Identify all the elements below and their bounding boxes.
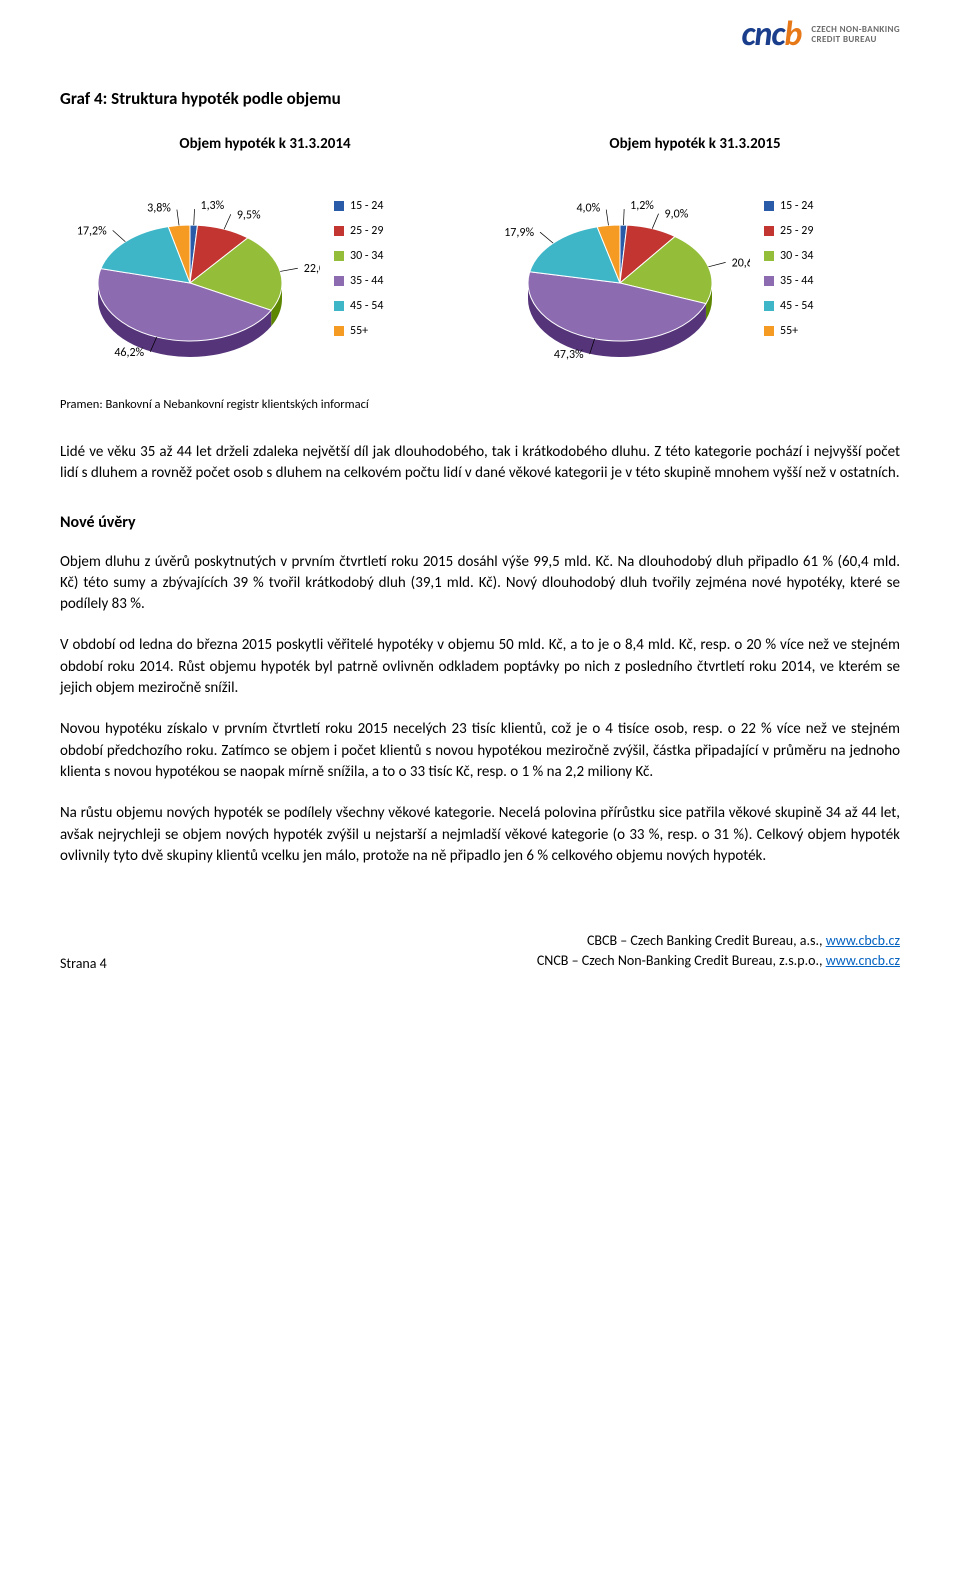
leader-line <box>606 210 608 226</box>
leader-line <box>540 232 553 243</box>
chart-title: Objem hypoték k 31.3.2014 <box>60 135 470 153</box>
footer-link[interactable]: www.cncb.cz <box>826 952 900 969</box>
document-page: cncb CZECH NON-BANKING CREDIT BUREAU Gra… <box>0 0 960 1012</box>
paragraph: Lidé ve věku 35 až 44 let drželi zdaleka… <box>60 442 900 485</box>
logo-letter: b <box>784 18 801 52</box>
footer-line: CNCB – Czech Non-Banking Credit Bureau, … <box>537 951 900 971</box>
footer-text: CBCB – Czech Banking Credit Bureau, a.s.… <box>587 932 826 949</box>
legend-item: 45 - 54 <box>764 299 813 313</box>
legend-item: 25 - 29 <box>764 224 813 238</box>
pie-slice-label: 1,3% <box>200 199 224 213</box>
legend-swatch <box>764 201 774 211</box>
legend-label: 30 - 34 <box>350 249 383 263</box>
legend: 15 - 24 25 - 29 30 - 34 35 - 44 45 - 54 55+ <box>764 199 813 338</box>
page-number: Strana 4 <box>60 955 107 972</box>
figure-caption: Graf 4: Struktura hypoték podle objemu <box>60 88 900 109</box>
legend-label: 30 - 34 <box>780 249 813 263</box>
footer-credits: CBCB – Czech Banking Credit Bureau, a.s.… <box>537 931 900 972</box>
legend-item: 25 - 29 <box>334 224 383 238</box>
paragraph: Na růstu objemu nových hypoték se podíle… <box>60 803 900 867</box>
pie-wrap: 1,2% 9,0% 20,6% 47,3% 17,9% 4,0% 15 - 24 25 - … <box>490 163 900 373</box>
footer-text: CNCB – Czech Non-Banking Credit Bureau, … <box>537 952 826 969</box>
legend-swatch <box>334 301 344 311</box>
leader-line <box>652 214 658 229</box>
legend-item: 30 - 34 <box>334 249 383 263</box>
logo: cncb CZECH NON-BANKING CREDIT BUREAU <box>741 18 900 52</box>
logo-letter: n <box>754 18 771 52</box>
leader-line <box>708 262 725 266</box>
pie-slice-label: 3,8% <box>147 202 171 216</box>
pie-slice-label: 4,0% <box>576 202 600 216</box>
legend-item: 35 - 44 <box>334 274 383 288</box>
pie-slice-label: 1,2% <box>630 199 654 213</box>
footer-line: CBCB – Czech Banking Credit Bureau, a.s.… <box>537 931 900 951</box>
legend-item: 55+ <box>334 324 383 338</box>
legend-label: 25 - 29 <box>350 224 383 238</box>
pie-slice-label: 22,0% <box>304 262 320 276</box>
legend-swatch <box>764 326 774 336</box>
legend-swatch <box>334 201 344 211</box>
legend-item: 30 - 34 <box>764 249 813 263</box>
legend-label: 45 - 54 <box>350 299 383 313</box>
legend-label: 45 - 54 <box>780 299 813 313</box>
pie-slice-label: 20,6% <box>732 256 750 270</box>
page-footer: Strana 4 CBCB – Czech Banking Credit Bur… <box>60 931 900 972</box>
page-header: cncb CZECH NON-BANKING CREDIT BUREAU <box>60 0 900 80</box>
paragraph: Objem dluhu z úvěrů poskytnutých v první… <box>60 552 900 616</box>
leader-line <box>224 214 231 229</box>
legend-label: 35 - 44 <box>350 274 383 288</box>
legend-swatch <box>334 226 344 236</box>
pie-slice-label: 17,9% <box>504 226 534 240</box>
source-line: Pramen: Bankovní a Nebankovní registr kl… <box>60 397 900 412</box>
legend-label: 25 - 29 <box>780 224 813 238</box>
legend-swatch <box>334 251 344 261</box>
paragraph: V období od ledna do března 2015 poskytl… <box>60 635 900 699</box>
legend-swatch <box>764 251 774 261</box>
paragraph: Novou hypotéku získalo v prvním čtvrtlet… <box>60 719 900 783</box>
legend-item: 15 - 24 <box>334 199 383 213</box>
legend-label: 15 - 24 <box>780 199 813 213</box>
legend-item: 45 - 54 <box>334 299 383 313</box>
pie-slice-label: 47,3% <box>554 348 584 362</box>
leader-line <box>194 209 195 225</box>
pie-slice-label: 9,5% <box>237 208 261 222</box>
pie-wrap: 1,3% 9,5% 22,0% 46,2% 17,2% 3,8% 15 - 24 25 - … <box>60 163 470 373</box>
legend-label: 55+ <box>780 324 798 338</box>
pie-svg: 1,3% 9,5% 22,0% 46,2% 17,2% 3,8% <box>60 163 320 373</box>
pie-slice-label: 9,0% <box>665 208 689 222</box>
pie-chart-2014: Objem hypoték k 31.3.2014 1,3% 9,5% 22,0% 4… <box>60 135 470 373</box>
chart-title: Objem hypoték k 31.3.2015 <box>490 135 900 153</box>
leader-line <box>623 209 624 225</box>
section-heading: Nové úvěry <box>60 513 900 532</box>
legend-swatch <box>334 276 344 286</box>
legend-swatch <box>764 276 774 286</box>
leader-line <box>177 210 179 226</box>
legend: 15 - 24 25 - 29 30 - 34 35 - 44 45 - 54 55+ <box>334 199 383 338</box>
pie-slice-label: 46,2% <box>114 346 144 360</box>
pie-slice-label: 17,2% <box>77 224 107 238</box>
leader-line <box>280 268 298 271</box>
logo-letter: c <box>771 18 784 52</box>
leader-line <box>113 230 126 241</box>
legend-item: 15 - 24 <box>764 199 813 213</box>
legend-swatch <box>764 226 774 236</box>
pie-svg: 1,2% 9,0% 20,6% 47,3% 17,9% 4,0% <box>490 163 750 373</box>
logo-wordmark: cncb <box>741 18 801 52</box>
charts-row: Objem hypoték k 31.3.2014 1,3% 9,5% 22,0% 4… <box>60 135 900 373</box>
footer-link[interactable]: www.cbcb.cz <box>826 932 900 949</box>
logo-sub-line: CREDIT BUREAU <box>811 35 900 45</box>
legend-item: 35 - 44 <box>764 274 813 288</box>
legend-swatch <box>764 301 774 311</box>
legend-label: 55+ <box>350 324 368 338</box>
pie-chart-2015: Objem hypoték k 31.3.2015 1,2% 9,0% 20,6% 4… <box>490 135 900 373</box>
legend-item: 55+ <box>764 324 813 338</box>
legend-swatch <box>334 326 344 336</box>
logo-subtitle: CZECH NON-BANKING CREDIT BUREAU <box>811 25 900 46</box>
legend-label: 35 - 44 <box>780 274 813 288</box>
legend-label: 15 - 24 <box>350 199 383 213</box>
logo-letter: c <box>741 18 754 52</box>
